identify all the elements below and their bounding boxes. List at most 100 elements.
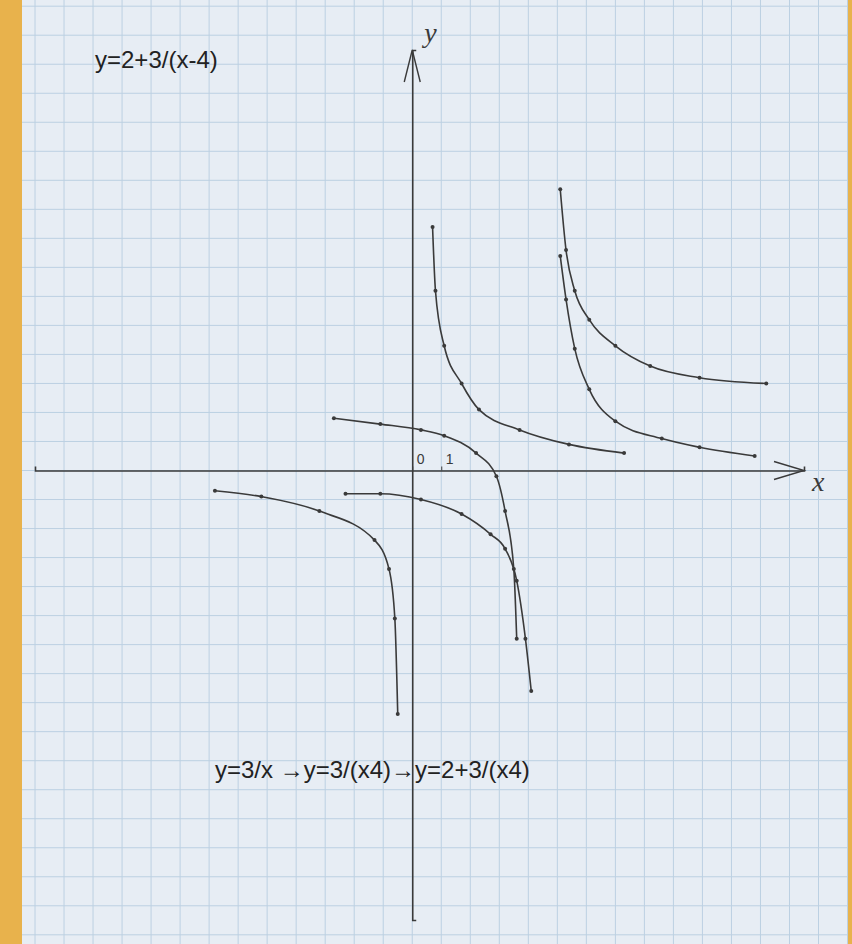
point <box>317 509 321 513</box>
point <box>515 637 519 641</box>
point <box>573 347 577 351</box>
point <box>613 344 617 348</box>
point <box>477 408 481 412</box>
paper-line <box>22 209 848 210</box>
paper-line <box>35 0 36 944</box>
point <box>494 474 498 478</box>
paper-line <box>22 441 848 442</box>
point <box>503 509 507 513</box>
point <box>373 538 377 542</box>
point <box>460 382 464 386</box>
paper-line <box>22 818 848 819</box>
paper-line <box>22 180 848 181</box>
paper-line <box>760 0 761 944</box>
y-axis <box>413 51 417 921</box>
paper-line <box>354 0 355 944</box>
paper-line <box>22 151 848 152</box>
point <box>518 428 522 432</box>
curve <box>346 256 755 691</box>
point <box>567 442 571 446</box>
paper-line <box>238 0 239 944</box>
paper-line <box>22 528 848 529</box>
paper-line <box>441 0 442 944</box>
paper-line <box>22 93 848 94</box>
paper-line <box>22 354 848 355</box>
paper-line <box>22 586 848 587</box>
point <box>442 434 446 438</box>
point <box>213 489 217 493</box>
x-arrow <box>774 462 804 480</box>
paper-line <box>22 383 848 384</box>
paper-line <box>325 0 326 944</box>
paper-line <box>22 673 848 674</box>
paper-line <box>209 0 210 944</box>
x-tick-label: 1 <box>446 451 454 467</box>
point <box>396 712 400 716</box>
curve <box>215 227 624 714</box>
point <box>698 445 702 449</box>
x-tick-label: 0 <box>417 451 425 467</box>
paper-line <box>22 847 848 848</box>
paper-line <box>22 615 848 616</box>
paper-line <box>586 0 587 944</box>
paper-line <box>22 789 848 790</box>
paper-line <box>22 876 848 877</box>
x-tick-mark <box>441 467 442 471</box>
paper-line <box>673 0 674 944</box>
paper-line <box>528 0 529 944</box>
point <box>558 187 562 191</box>
paper-line <box>22 296 848 297</box>
point <box>648 364 652 368</box>
point <box>460 512 464 516</box>
paper-line <box>22 934 848 935</box>
point <box>433 289 437 293</box>
point <box>764 382 768 386</box>
paper-line <box>22 412 848 413</box>
point <box>503 547 507 551</box>
point <box>558 254 562 258</box>
point <box>564 248 568 252</box>
plot-area <box>213 187 768 716</box>
point <box>344 492 348 496</box>
paper-line <box>296 0 297 944</box>
paper-line <box>22 499 848 500</box>
point <box>573 289 577 293</box>
point <box>529 689 533 693</box>
paper-line <box>383 0 384 944</box>
point <box>419 498 423 502</box>
point <box>431 225 435 229</box>
paper-line <box>22 122 848 123</box>
paper-line <box>93 0 94 944</box>
point <box>753 454 757 458</box>
paper-line <box>22 238 848 239</box>
curve <box>334 189 766 639</box>
paper-line <box>22 557 848 558</box>
paper-line <box>789 0 790 944</box>
paper-line <box>847 0 848 944</box>
point <box>489 532 493 536</box>
paper-line <box>22 702 848 703</box>
title: y=2+3/(x-4) <box>95 46 218 73</box>
x-tick: 1 <box>442 451 454 471</box>
point <box>419 428 423 432</box>
paper-line <box>644 0 645 944</box>
paper-line <box>151 0 152 944</box>
point <box>660 437 664 441</box>
point <box>587 318 591 322</box>
paper-line <box>122 0 123 944</box>
annotation: y=3/x →y=3/(x4)→y=2+3/(x4) <box>215 756 530 783</box>
paper-line <box>22 905 848 906</box>
point <box>564 297 568 301</box>
point <box>393 616 397 620</box>
point <box>698 376 702 380</box>
paper-line <box>470 0 471 944</box>
x-axis-line <box>36 467 805 472</box>
paper-line <box>22 644 848 645</box>
point <box>622 451 626 455</box>
point <box>512 567 516 571</box>
paper-line <box>180 0 181 944</box>
paper-line <box>499 0 500 944</box>
point <box>387 567 391 571</box>
point <box>613 419 617 423</box>
point <box>587 387 591 391</box>
